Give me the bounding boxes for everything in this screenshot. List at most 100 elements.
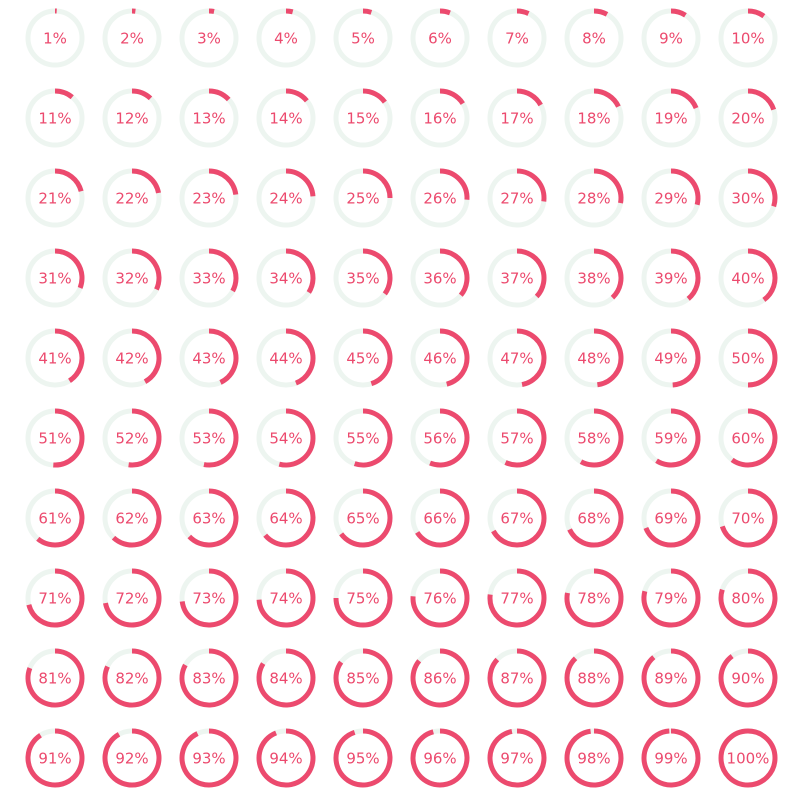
ring-label: 70% <box>731 510 764 528</box>
ring-arc <box>730 408 778 468</box>
ring-arc <box>487 648 547 708</box>
ring-label: 85% <box>346 670 379 688</box>
ring-label: 76% <box>423 590 456 608</box>
ring-label: 98% <box>577 750 610 768</box>
ring-label: 47% <box>500 350 533 368</box>
ring-arc <box>593 88 621 108</box>
ring-arc <box>131 248 162 291</box>
ring-label: 89% <box>654 670 687 688</box>
ring-arc <box>516 328 547 387</box>
ring-label: 28% <box>577 190 610 208</box>
ring-label: 79% <box>654 590 687 608</box>
ring-label: 44% <box>269 350 302 368</box>
ring-arc <box>593 168 624 204</box>
ring-label: 94% <box>269 750 302 768</box>
ring-arc <box>353 408 393 468</box>
ring-arc <box>285 88 309 103</box>
ring-label: 63% <box>192 510 225 528</box>
ring-label: 73% <box>192 590 225 608</box>
ring-arc <box>362 248 393 296</box>
ring-label: 55% <box>346 430 379 448</box>
ring-label: 18% <box>577 110 610 128</box>
ring-arc <box>439 168 470 200</box>
ring-label: 62% <box>115 510 148 528</box>
ring-arc <box>111 488 162 548</box>
ring-arc <box>131 168 161 194</box>
ring-label: 61% <box>38 510 71 528</box>
ring-label: 21% <box>38 190 71 208</box>
ring-arc <box>208 168 239 196</box>
ring-label: 22% <box>115 190 148 208</box>
ring-label: 58% <box>577 430 610 448</box>
ring-arc <box>263 488 316 548</box>
ring-label: 49% <box>654 350 687 368</box>
ring-arc <box>25 728 85 788</box>
ring-arc <box>203 408 239 468</box>
ring-label: 96% <box>423 750 456 768</box>
ring-arc <box>593 248 624 300</box>
ring-arc <box>593 8 609 17</box>
ring-label: 53% <box>192 430 225 448</box>
ring-arc <box>439 328 470 387</box>
ring-arc <box>670 248 701 301</box>
ring-label: 92% <box>115 750 148 768</box>
ring-arc <box>670 168 701 206</box>
ring-label: 31% <box>38 270 71 288</box>
ring-arc <box>333 568 393 628</box>
ring-label: 78% <box>577 590 610 608</box>
ring-label: 23% <box>192 190 225 208</box>
ring-label: 95% <box>346 750 379 768</box>
ring-arc <box>362 328 393 387</box>
ring-label: 81% <box>38 670 71 688</box>
ring-label: 29% <box>654 190 687 208</box>
ring-label: 15% <box>346 110 379 128</box>
ring-label: 13% <box>192 110 225 128</box>
ring-label: 6% <box>428 30 452 48</box>
ring-arc <box>54 168 84 193</box>
ring-label: 50% <box>731 350 764 368</box>
ring-label: 36% <box>423 270 456 288</box>
ring-arc <box>564 648 624 708</box>
ring-label: 34% <box>269 270 302 288</box>
ring-arc <box>567 488 624 548</box>
ring-arc <box>718 568 778 628</box>
ring-label: 37% <box>500 270 533 288</box>
ring-arc <box>655 408 701 468</box>
ring-label: 41% <box>38 350 71 368</box>
ring-label: 14% <box>269 110 302 128</box>
ring-label: 91% <box>38 750 71 768</box>
ring-label: 100% <box>727 750 770 768</box>
ring-arc <box>415 488 470 548</box>
ring-label: 65% <box>346 510 379 528</box>
ring-arc <box>410 728 470 788</box>
ring-arc <box>516 168 547 202</box>
ring-label: 87% <box>500 670 533 688</box>
ring-arc <box>256 648 316 708</box>
ring-arc <box>208 88 231 102</box>
ring-label: 68% <box>577 510 610 528</box>
ring-label: 4% <box>274 30 298 48</box>
ring-label: 43% <box>192 350 225 368</box>
ring-label: 86% <box>423 670 456 688</box>
ring-arc <box>285 8 294 15</box>
ring-label: 72% <box>115 590 148 608</box>
ring-label: 20% <box>731 110 764 128</box>
ring-label: 2% <box>120 30 144 48</box>
ring-arc <box>439 8 451 16</box>
ring-arc <box>285 248 316 294</box>
ring-arc <box>747 88 777 111</box>
ring-arc <box>747 248 778 302</box>
ring-arc <box>439 88 465 105</box>
ring-arc <box>719 488 778 548</box>
ring-arc <box>516 88 543 107</box>
ring-label: 25% <box>346 190 379 208</box>
ring-label: 24% <box>269 190 302 208</box>
ring-label: 16% <box>423 110 456 128</box>
ring-label: 32% <box>115 270 148 288</box>
ring-label: 12% <box>115 110 148 128</box>
ring-arc <box>285 168 316 197</box>
ring-arc <box>564 728 624 788</box>
ring-arc <box>718 728 778 788</box>
